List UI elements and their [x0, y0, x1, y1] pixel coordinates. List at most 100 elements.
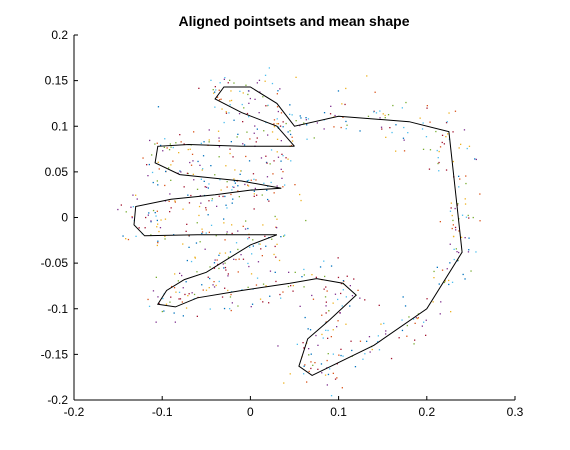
pointset-point	[328, 310, 330, 312]
pointset-point	[276, 93, 278, 95]
pointset-point	[244, 183, 246, 186]
pointset-point	[454, 226, 457, 229]
pointset-point	[219, 252, 221, 254]
y-tick-label: -0.2	[47, 393, 68, 407]
pointset-point	[214, 174, 216, 176]
pointset-point	[196, 271, 198, 273]
pointset-point	[186, 259, 188, 262]
pointset-point	[148, 212, 150, 214]
pointset-point	[463, 129, 466, 131]
pointset-point	[273, 126, 276, 128]
pointset-point	[429, 149, 432, 151]
pointset-point	[320, 363, 323, 365]
pointset-point	[212, 89, 214, 91]
pointset-point	[260, 248, 262, 250]
pointset-point	[231, 232, 233, 235]
pointset-point	[218, 99, 221, 101]
pointset-point	[169, 193, 171, 195]
pointset-point	[438, 283, 440, 285]
pointset-point	[336, 363, 338, 365]
pointset-point	[256, 137, 258, 139]
pointset-point	[374, 91, 376, 93]
pointset-point	[385, 136, 387, 138]
pointset-point	[448, 283, 450, 286]
pointset-point	[229, 148, 231, 150]
pointset-point	[402, 137, 405, 139]
pointset-point	[309, 329, 312, 331]
pointset-point	[304, 316, 306, 319]
pointset-point	[406, 324, 408, 327]
pointset-point	[334, 114, 336, 117]
pointset-point	[198, 87, 200, 89]
pointset-point	[277, 123, 280, 125]
pointset-point	[273, 253, 275, 256]
pointset-point	[236, 136, 238, 138]
pointset-point	[301, 276, 303, 278]
pointset-point	[248, 179, 250, 181]
pointset-point	[276, 118, 278, 120]
pointset-point	[224, 287, 226, 289]
pointset-point	[450, 311, 452, 313]
pointset-point	[180, 171, 182, 173]
pointset-point	[308, 348, 310, 350]
pointset-point	[338, 354, 340, 356]
pointset-point	[349, 305, 351, 307]
pointset-point	[224, 266, 227, 269]
pointset-point	[327, 353, 329, 355]
pointset-point	[237, 185, 239, 187]
pointset-point	[341, 387, 343, 389]
pointset-point	[337, 257, 339, 259]
pointset-point	[252, 173, 255, 175]
pointset-point	[211, 200, 213, 202]
pointset-point	[189, 161, 191, 164]
pointset-point	[245, 220, 247, 222]
pointset-point	[264, 80, 266, 82]
pointset-point	[455, 229, 457, 231]
pointset-point	[209, 266, 211, 268]
pointset-point	[276, 243, 278, 245]
pointset-point	[438, 161, 440, 164]
pointset-point	[164, 200, 167, 202]
pointset-point	[229, 296, 232, 298]
pointset-point	[336, 326, 338, 328]
pointset-point	[315, 276, 317, 278]
pointset-point	[428, 168, 431, 170]
pointset-point	[127, 238, 130, 241]
pointset-point	[319, 266, 322, 268]
pointset-point	[218, 195, 220, 197]
pointset-point	[259, 243, 261, 245]
pointset-point	[422, 148, 425, 150]
pointset-point	[458, 175, 460, 177]
pointset-point	[468, 237, 470, 239]
pointset-point	[178, 298, 180, 300]
pointset-point	[203, 141, 205, 143]
pointset-point	[247, 185, 250, 187]
pointset-point	[246, 180, 248, 182]
pointset-point	[230, 193, 232, 196]
pointset-point	[299, 115, 301, 117]
pointset-point	[304, 364, 306, 366]
y-tick-label: -0.05	[41, 256, 69, 270]
pointset-point	[450, 202, 452, 204]
pointset-point	[253, 190, 255, 192]
pointset-point	[247, 262, 249, 265]
pointset-point	[208, 231, 210, 233]
pointset-point	[165, 303, 168, 305]
pointset-point	[223, 222, 225, 224]
pointset-point	[217, 263, 219, 266]
pointset-point	[292, 285, 294, 287]
pointset-point	[460, 143, 462, 145]
pointset-point	[248, 116, 250, 118]
pointset-point	[262, 224, 264, 226]
pointset-point	[160, 144, 162, 147]
pointset-point	[458, 147, 460, 149]
pointset-point	[238, 113, 241, 115]
pointset-point	[299, 124, 301, 127]
pointset-point	[152, 290, 155, 292]
pointset-point	[417, 317, 419, 319]
pointset-point	[225, 204, 227, 206]
pointset-point	[401, 107, 403, 109]
pointset-point	[437, 157, 439, 159]
pointset-point	[173, 234, 175, 236]
pointset-point	[214, 91, 216, 93]
